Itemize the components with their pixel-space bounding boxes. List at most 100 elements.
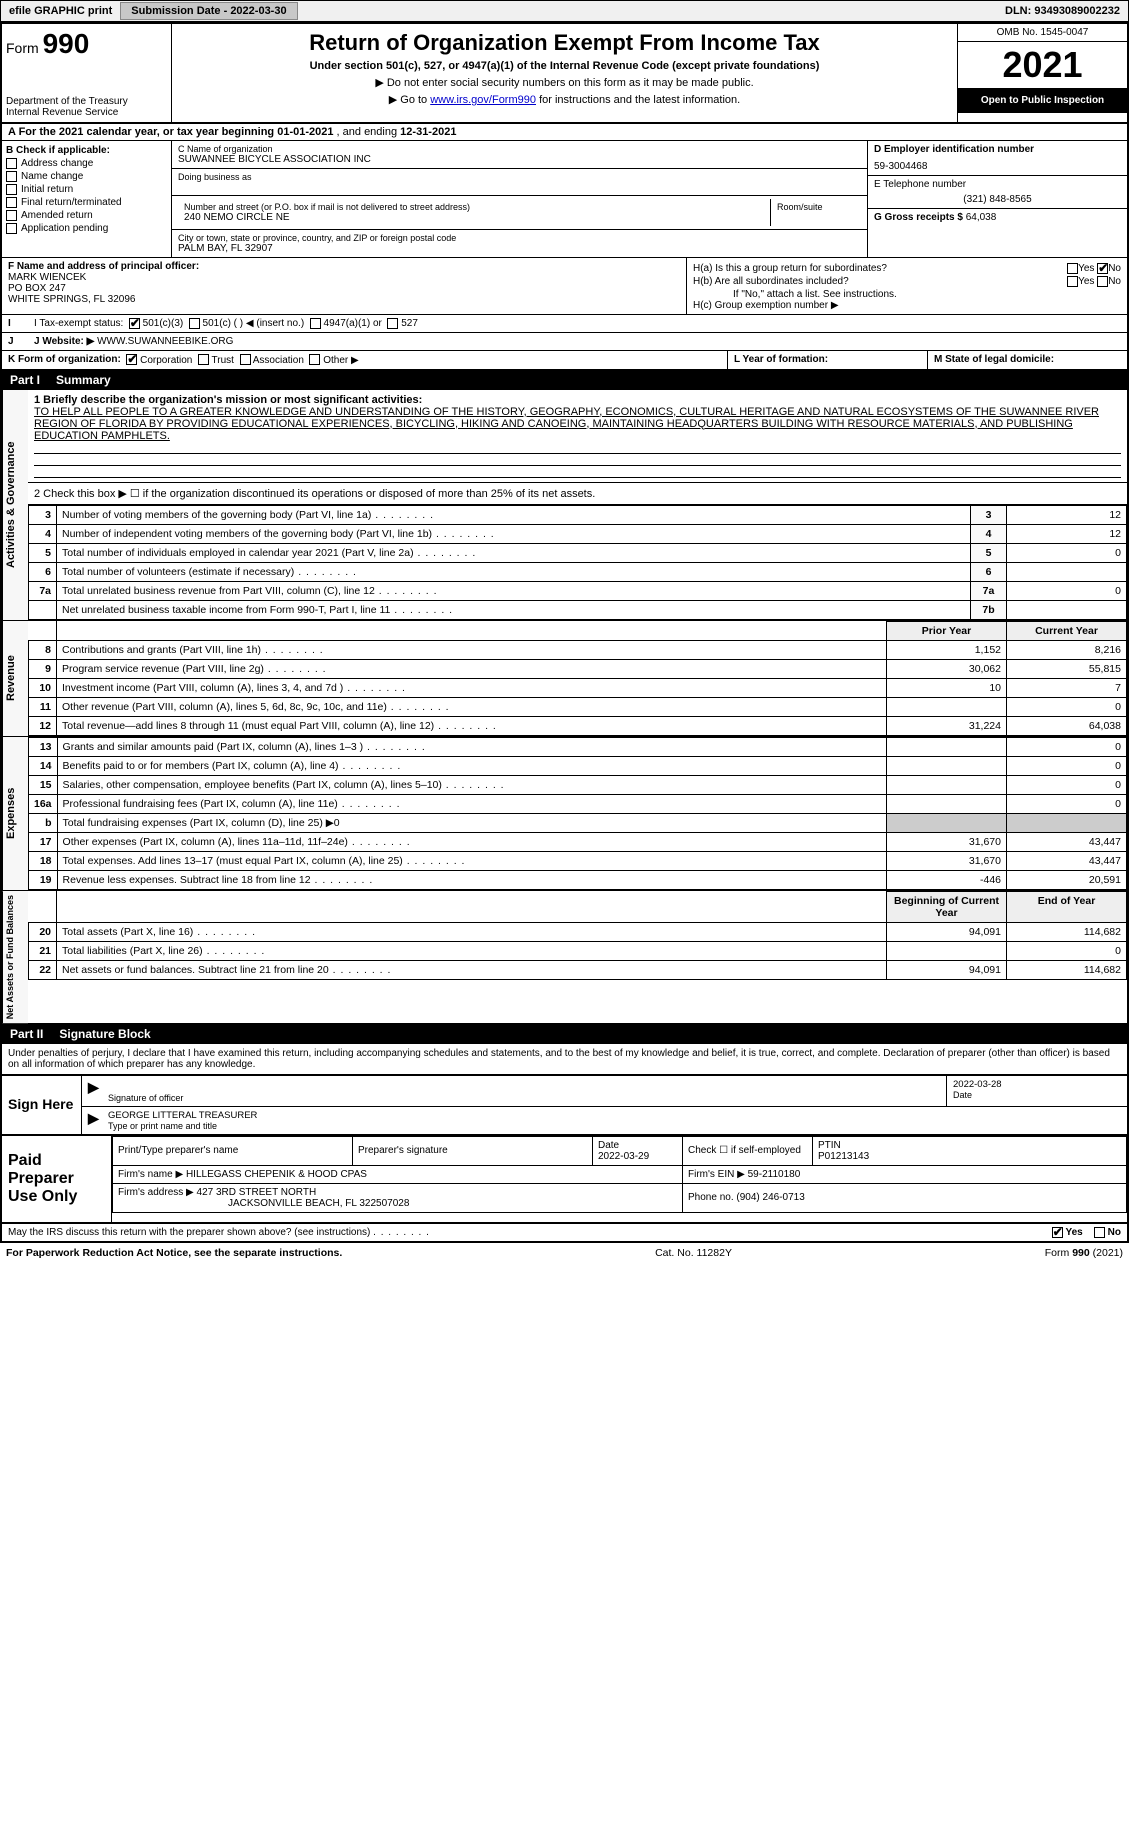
form-header: Form 990 Department of the Treasury Inte… [0, 22, 1129, 124]
checkbox[interactable] [6, 197, 17, 208]
table-row: 17Other expenses (Part IX, column (A), l… [29, 832, 1127, 851]
firm-phone: (904) 246-0713 [736, 1192, 804, 1203]
part1-expenses: Expenses 13Grants and similar amounts pa… [0, 737, 1129, 891]
table-row: 22Net assets or fund balances. Subtract … [29, 960, 1127, 979]
form-note1: ▶ Do not enter social security numbers o… [178, 76, 951, 89]
box-b-title: B Check if applicable: [6, 145, 110, 156]
city-label: City or town, state or province, country… [178, 233, 861, 243]
no-label: No [1108, 276, 1121, 287]
line-number: 17 [29, 832, 58, 851]
tax-status-checkbox[interactable] [129, 318, 140, 329]
checkbox[interactable] [6, 171, 17, 182]
open-to-public: Open to Public Inspection [958, 89, 1127, 113]
box-b: B Check if applicable: Address changeNam… [2, 141, 172, 257]
tax-status-checkbox[interactable] [387, 318, 398, 329]
ein-label: D Employer identification number [874, 144, 1034, 155]
h-a-answer: Yes No [1067, 263, 1121, 274]
org-name: SUWANNEE BICYCLE ASSOCIATION INC [178, 154, 861, 165]
checkbox[interactable] [6, 184, 17, 195]
line-box: 4 [971, 524, 1007, 543]
discuss-no-checkbox[interactable] [1094, 1227, 1105, 1238]
prior-value: 10 [887, 678, 1007, 697]
h-a-no-checkbox[interactable] [1097, 263, 1108, 274]
governance-table: 3Number of voting members of the governi… [28, 505, 1127, 620]
discuss-yes-checkbox[interactable] [1052, 1227, 1063, 1238]
phone-cell: E Telephone number (321) 848-8565 [868, 176, 1127, 209]
box-b-item: Address change [6, 158, 167, 169]
line-text: Total unrelated business revenue from Pa… [57, 581, 971, 600]
sign-date-label: Date [953, 1090, 1121, 1100]
dots [373, 1227, 430, 1238]
instructions-link[interactable]: www.irs.gov/Form990 [430, 94, 536, 106]
line-number: 21 [29, 941, 57, 960]
org-form-checkbox[interactable] [126, 354, 137, 365]
cat-no: Cat. No. 11282Y [655, 1247, 732, 1259]
part1-netassets: Net Assets or Fund Balances Beginning of… [0, 891, 1129, 1024]
h-a-yes-checkbox[interactable] [1067, 263, 1078, 274]
line-box: 5 [971, 543, 1007, 562]
line-value [1007, 600, 1127, 619]
prior-value: -446 [887, 870, 1007, 889]
submission-date-button[interactable]: Submission Date - 2022-03-30 [120, 2, 297, 20]
side-netassets: Net Assets or Fund Balances [2, 891, 28, 1023]
sign-here-label: Sign Here [2, 1076, 82, 1134]
org-form-checkbox[interactable] [240, 354, 251, 365]
name-address-block: B Check if applicable: Address changeNam… [0, 141, 1129, 258]
prior-value: 1,152 [887, 640, 1007, 659]
part2-title: Signature Block [59, 1027, 150, 1041]
checkbox[interactable] [6, 223, 17, 234]
line-number: b [29, 813, 58, 832]
line-number: 20 [29, 922, 57, 941]
table-row: 5Total number of individuals employed in… [29, 543, 1127, 562]
box-k-label: K Form of organization: [8, 355, 121, 366]
line-text: Other expenses (Part IX, column (A), lin… [57, 832, 886, 851]
table-row: 10Investment income (Part VIII, column (… [29, 678, 1127, 697]
line-number: 5 [29, 543, 57, 562]
current-value: 0 [1007, 775, 1127, 794]
prep-date-header: Date [598, 1140, 619, 1151]
org-form-checkbox[interactable] [198, 354, 209, 365]
line-value: 0 [1007, 543, 1127, 562]
street-cell: Number and street (or P.O. box if mail i… [178, 199, 771, 226]
ein-cell: D Employer identification number 59-3004… [868, 141, 1127, 176]
prior-value [887, 794, 1007, 813]
part1-governance: Activities & Governance 1 Briefly descri… [0, 390, 1129, 621]
h-b-no-checkbox[interactable] [1097, 276, 1108, 287]
note2-suffix: for instructions and the latest informat… [539, 94, 740, 106]
table-row: 12Total revenue—add lines 8 through 11 (… [29, 716, 1127, 735]
phone-label: E Telephone number [874, 179, 1121, 190]
line-text: Total liabilities (Part X, line 26) [57, 941, 887, 960]
h-b-yes-checkbox[interactable] [1067, 276, 1078, 287]
line2: 2 Check this box ▶ ☐ if the organization… [28, 483, 1127, 505]
tax-status-checkbox[interactable] [310, 318, 321, 329]
blank-line [34, 442, 1121, 454]
page-footer: For Paperwork Reduction Act Notice, see … [0, 1242, 1129, 1263]
firm-ein: 59-2110180 [748, 1169, 801, 1180]
line-value: 12 [1007, 524, 1127, 543]
officer-label: F Name and address of principal officer: [8, 261, 199, 272]
expenses-table: 13Grants and similar amounts paid (Part … [28, 737, 1127, 890]
gross-label: G Gross receipts $ [874, 212, 963, 223]
box-b-item: Final return/terminated [6, 197, 167, 208]
line-text: Revenue less expenses. Subtract line 18 … [57, 870, 886, 889]
line-value [1007, 562, 1127, 581]
checkbox[interactable] [6, 210, 17, 221]
line-number: 12 [29, 716, 57, 735]
firm-addr1: 427 3RD STREET NORTH [197, 1187, 317, 1198]
line-number: 10 [29, 678, 57, 697]
firm-addr-label: Firm's address ▶ [118, 1187, 194, 1198]
table-row: 16aProfessional fundraising fees (Part I… [29, 794, 1127, 813]
current-value: 0 [1007, 756, 1127, 775]
org-form-checkbox[interactable] [309, 354, 320, 365]
tax-status-checkbox[interactable] [189, 318, 200, 329]
website-label: J Website: ▶ [34, 336, 94, 347]
box-b-item-label: Initial return [21, 184, 73, 195]
prior-value [887, 697, 1007, 716]
prior-value: 94,091 [887, 922, 1007, 941]
h-a-label: H(a) Is this a group return for subordin… [693, 263, 887, 274]
line-text: Total number of individuals employed in … [57, 543, 971, 562]
table-row: 19Revenue less expenses. Subtract line 1… [29, 870, 1127, 889]
form-subtitle: Under section 501(c), 527, or 4947(a)(1)… [178, 60, 951, 72]
checkbox[interactable] [6, 158, 17, 169]
side-governance: Activities & Governance [2, 390, 28, 620]
